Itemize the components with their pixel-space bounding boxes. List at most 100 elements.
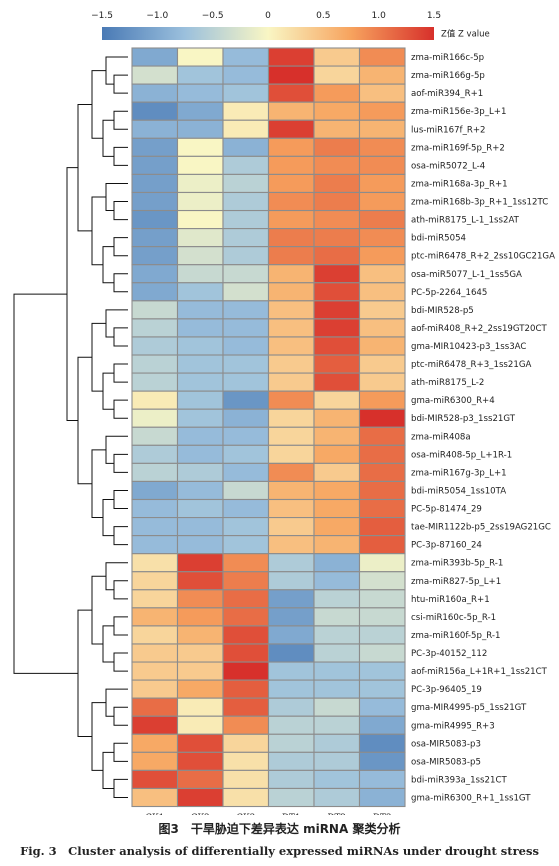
heatmap-cell [222,787,270,808]
heatmap-cell [222,661,270,681]
heatmap-cell [131,517,179,537]
heatmap-cell [131,336,179,356]
heatmap-cell [131,191,179,212]
heatmap-cell [313,101,361,121]
row-label: ath-miR8175_L-2 [411,378,484,388]
heatmap-cell [222,83,270,103]
heatmap-cell [358,733,406,753]
heatmap-cell [176,300,224,320]
color-tick-label: 1.5 [427,11,441,21]
color-tick-label: 1.0 [372,11,387,21]
heatmap-cell [358,282,406,302]
heatmap-cell [267,607,315,627]
heatmap-cell [358,155,406,175]
row-label: zma-miR168b-3p_R+1_1ss12TC [411,198,548,208]
heatmap-cell [131,697,179,717]
heatmap-cell [313,354,361,374]
heatmap-cell [176,101,224,121]
heatmap-cell [222,426,270,446]
heatmap-cell [313,517,361,537]
heatmap-cell [313,83,361,103]
heatmap-cell [313,643,361,663]
dendrogram-branch [77,356,92,485]
heatmap-cell [267,65,315,85]
heatmap-cell [267,444,315,464]
heatmap-cell [176,607,224,627]
heatmap-cell [358,444,406,464]
heatmap-cell [222,444,270,464]
heatmap-cell [176,426,224,446]
heatmap-cell [222,191,270,212]
heatmap-cell [222,589,270,609]
row-label: ptc-miR6478_R+3_1ss21GA [411,360,532,370]
heatmap-cell [176,137,224,157]
row-dendrogram [13,56,128,798]
row-label: aof-miR156a_L+1R+1_1ss21CT [411,667,548,677]
heatmap-cell [222,733,270,753]
heatmap-cell [313,282,361,302]
heatmap-cell [131,589,179,609]
row-label: lus-miR167f_R+2 [411,125,486,135]
heatmap-cell [267,462,315,482]
dendrogram-branch [113,273,128,293]
row-label: PC-3p-40152_112 [411,649,487,659]
heatmap-cell [222,155,270,175]
row-label: gma-miR6300_R+4 [411,396,495,406]
dendrogram-branch [91,702,106,771]
row-label: bdi-miR5054 [411,234,466,244]
heatmap-cell [131,408,179,428]
heatmap-cell [313,408,361,428]
heatmap-cell [176,751,224,771]
heatmap-cell [267,625,315,645]
heatmap-cell [131,228,179,248]
heatmap-cell [358,769,406,790]
heatmap-cell [176,264,224,284]
heatmap-cell [313,65,361,85]
heatmap-cell [358,462,406,482]
heatmap-cell [176,119,224,139]
heatmap-cell [131,625,179,645]
column-label: CK1 [145,814,164,815]
heatmap-cell [267,83,315,103]
heatmap-cell [176,643,224,663]
heatmap-cell [358,498,406,519]
heatmap-cell [267,318,315,338]
heatmap-cell [131,535,179,555]
heatmap-cell [267,517,315,537]
heatmap-cell [131,354,179,374]
heatmap-cell [267,101,315,121]
heatmap-cell [131,715,179,735]
heatmap-cell [131,390,179,410]
color-tick-label: 0.5 [316,11,330,21]
row-label: bdi-miR393a_1ss21CT [411,775,507,785]
heatmap-cell [176,571,224,591]
heatmap-cell [358,553,406,573]
heatmap-cell [222,498,270,519]
heatmap-cell [358,264,406,284]
heatmap-cell [176,390,224,410]
dendrogram-branch [113,363,128,383]
heatmap-cell [267,589,315,609]
row-label: gma-MIR10423-p3_1ss3AC [411,342,526,352]
dendrogram-branch [102,499,114,537]
dendrogram-branch [102,372,114,410]
heatmap-cell [313,47,361,67]
heatmap-cell [267,553,315,573]
row-label: zma-miR408a [411,432,471,442]
heatmap-cell [131,769,179,790]
heatmap-cell [313,264,361,284]
heatmap-cell [222,336,270,356]
row-label: csi-miR160c-5p_R-1 [411,613,496,623]
heatmap-cell [313,191,361,212]
heatmap-cell [267,769,315,790]
heatmap-cell [131,444,179,464]
heatmap-cell [313,155,361,175]
color-tick-label: −1.5 [91,11,113,21]
heatmap-cell [131,426,179,446]
heatmap-cell [313,462,361,482]
heatmap-cell [176,517,224,537]
heatmap-cell [131,300,179,320]
heatmap-cell [267,787,315,808]
heatmap-cell [313,697,361,717]
heatmap-cell [267,300,315,320]
